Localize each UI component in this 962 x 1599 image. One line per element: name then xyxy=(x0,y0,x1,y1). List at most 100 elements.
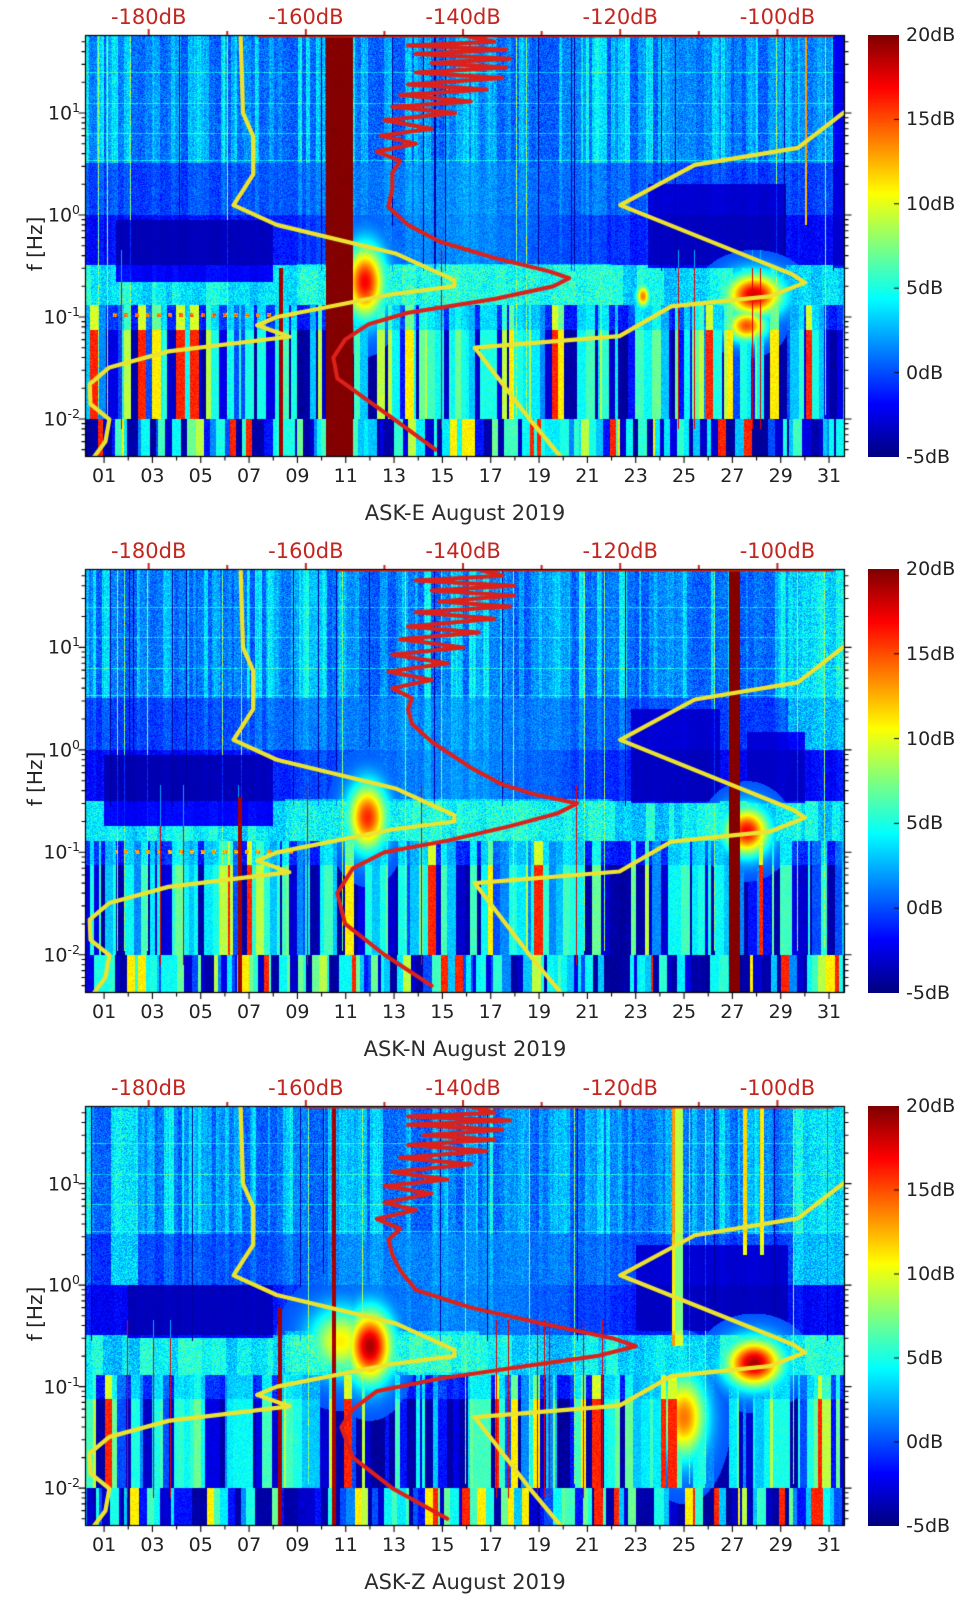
top-axis-label: -120dB xyxy=(582,5,658,29)
colorbar-tick-label: -5dB xyxy=(906,1515,951,1537)
top-axis-label: -180dB xyxy=(110,1076,187,1100)
x-tick-label: 19 xyxy=(526,1534,552,1556)
x-tick-label: 07 xyxy=(236,465,262,487)
top-axis-label: -140dB xyxy=(425,539,501,563)
x-tick-label: 29 xyxy=(768,1534,793,1556)
y-tick-exponent: 1 xyxy=(72,634,80,650)
x-tick-label: 05 xyxy=(188,465,213,487)
y-tick-exponent: 1 xyxy=(72,100,80,116)
y-tick-label: 10-1 xyxy=(43,1373,80,1398)
y-tick-exponent: -2 xyxy=(67,941,80,957)
x-tick-label: 27 xyxy=(720,465,745,487)
x-tick-label: 13 xyxy=(381,1001,407,1023)
x-tick-label: 11 xyxy=(333,465,358,487)
x-tick-label: 05 xyxy=(188,1001,213,1023)
x-tick-label: 29 xyxy=(768,1001,793,1023)
x-tick-label: 03 xyxy=(140,465,165,487)
x-tick-label: 29 xyxy=(768,465,793,487)
spectrogram-canvas-ask-e xyxy=(69,27,861,471)
x-tick-label: 09 xyxy=(285,465,310,487)
top-axis-label: -120dB xyxy=(582,539,658,563)
x-tick-label: 15 xyxy=(430,465,455,487)
x-tick-label: 03 xyxy=(140,1534,165,1556)
y-tick-label: 101 xyxy=(47,634,80,659)
top-axis-label: -180dB xyxy=(110,5,187,29)
x-tick-label: 19 xyxy=(526,465,552,487)
panel-title-ask-e: ASK-E August 2019 xyxy=(364,501,566,525)
y-tick-exponent: -2 xyxy=(67,1475,80,1491)
x-tick-label: 25 xyxy=(671,1001,697,1023)
colorbar-tick-label: 0dB xyxy=(906,1431,944,1453)
y-tick-exponent: 1 xyxy=(72,1170,80,1186)
x-tick-label: 21 xyxy=(575,1534,600,1556)
x-tick-label: 13 xyxy=(381,1534,407,1556)
y-tick-exponent: 0 xyxy=(72,1272,80,1288)
y-tick-label: 100 xyxy=(47,201,80,227)
x-tick-label: 25 xyxy=(671,465,697,487)
top-axis-label: -180dB xyxy=(110,539,187,563)
y-tick-label: 100 xyxy=(47,736,80,762)
colorbar-tick-label: 0dB xyxy=(906,897,944,920)
x-tick-label: 31 xyxy=(816,1534,842,1556)
x-tick-label: 17 xyxy=(478,465,503,487)
top-axis-label: -140dB xyxy=(425,5,501,29)
x-tick-label: 09 xyxy=(285,1001,310,1023)
top-axis-label: -160dB xyxy=(268,1076,344,1100)
x-tick-label: 31 xyxy=(816,465,842,487)
x-tick-label: 25 xyxy=(671,1534,697,1556)
x-tick-label: 15 xyxy=(430,1001,455,1023)
colorbar-tick-label: 10dB xyxy=(906,192,956,215)
y-tick-exponent: 0 xyxy=(72,736,80,752)
colorbar-tick-label: 15dB xyxy=(906,108,956,131)
y-tick-label: 101 xyxy=(47,1170,80,1195)
y-tick-exponent: -1 xyxy=(67,1373,80,1389)
x-tick-label: 23 xyxy=(623,1001,648,1023)
colorbar-tick-label: 10dB xyxy=(906,727,956,750)
colorbar-tick-label: 5dB xyxy=(906,1347,944,1369)
x-tick-label: 01 xyxy=(91,465,117,487)
colorbar-tick-label: 20dB xyxy=(906,558,956,580)
colorbar-tick-label: 15dB xyxy=(906,1179,956,1201)
panel-title-ask-z: ASK-Z August 2019 xyxy=(364,1570,566,1594)
y-tick-label: 10-1 xyxy=(43,839,80,864)
spectrogram-canvas-ask-z xyxy=(69,1098,861,1540)
x-tick-label: 23 xyxy=(623,1534,648,1556)
top-axis-label: -100dB xyxy=(739,539,816,563)
colorbar-canvas-ask-z xyxy=(868,1106,899,1526)
y-tick-label: 10-2 xyxy=(43,941,80,967)
y-tick-label: 10-2 xyxy=(43,1475,80,1500)
x-tick-label: 07 xyxy=(236,1534,262,1556)
x-tick-label: 23 xyxy=(623,465,648,487)
x-tick-label: 21 xyxy=(575,465,600,487)
colorbar-tick-label: 15dB xyxy=(906,642,956,665)
colorbar-tick-label: -5dB xyxy=(906,982,951,1004)
colorbar-canvas-ask-e xyxy=(868,35,899,457)
colorbar-tick-label: 20dB xyxy=(906,1095,956,1117)
colorbar-tick-label: 20dB xyxy=(906,24,956,46)
y-tick-label: 101 xyxy=(47,100,80,125)
y-tick-label: 10-1 xyxy=(43,303,80,329)
colorbar-tick-label: 0dB xyxy=(906,361,944,384)
colorbar-tick-label: 10dB xyxy=(906,1263,956,1285)
x-tick-label: 03 xyxy=(140,1001,165,1023)
top-axis-label: -100dB xyxy=(739,1076,816,1100)
y-tick-exponent: 0 xyxy=(72,201,80,217)
x-tick-label: 17 xyxy=(478,1534,503,1556)
y-tick-exponent: -2 xyxy=(67,405,80,421)
colorbar-tick-label: 5dB xyxy=(906,812,944,835)
top-axis-label: -160dB xyxy=(268,5,344,29)
x-tick-label: 19 xyxy=(526,1001,552,1023)
top-axis-label: -160dB xyxy=(268,539,344,563)
x-tick-label: 13 xyxy=(381,465,407,487)
top-axis-label: -120dB xyxy=(582,1076,658,1100)
top-axis-label: -100dB xyxy=(739,5,816,29)
y-tick-exponent: -1 xyxy=(67,303,80,319)
y-tick-label: 100 xyxy=(47,1272,80,1297)
y-tick-exponent: -1 xyxy=(67,839,80,855)
colorbar-tick-label: -5dB xyxy=(906,446,951,468)
spectrogram-canvas-ask-n xyxy=(69,561,861,1007)
x-tick-label: 01 xyxy=(91,1534,117,1556)
y-tick-label: 10-2 xyxy=(43,405,80,431)
x-tick-label: 17 xyxy=(478,1001,503,1023)
